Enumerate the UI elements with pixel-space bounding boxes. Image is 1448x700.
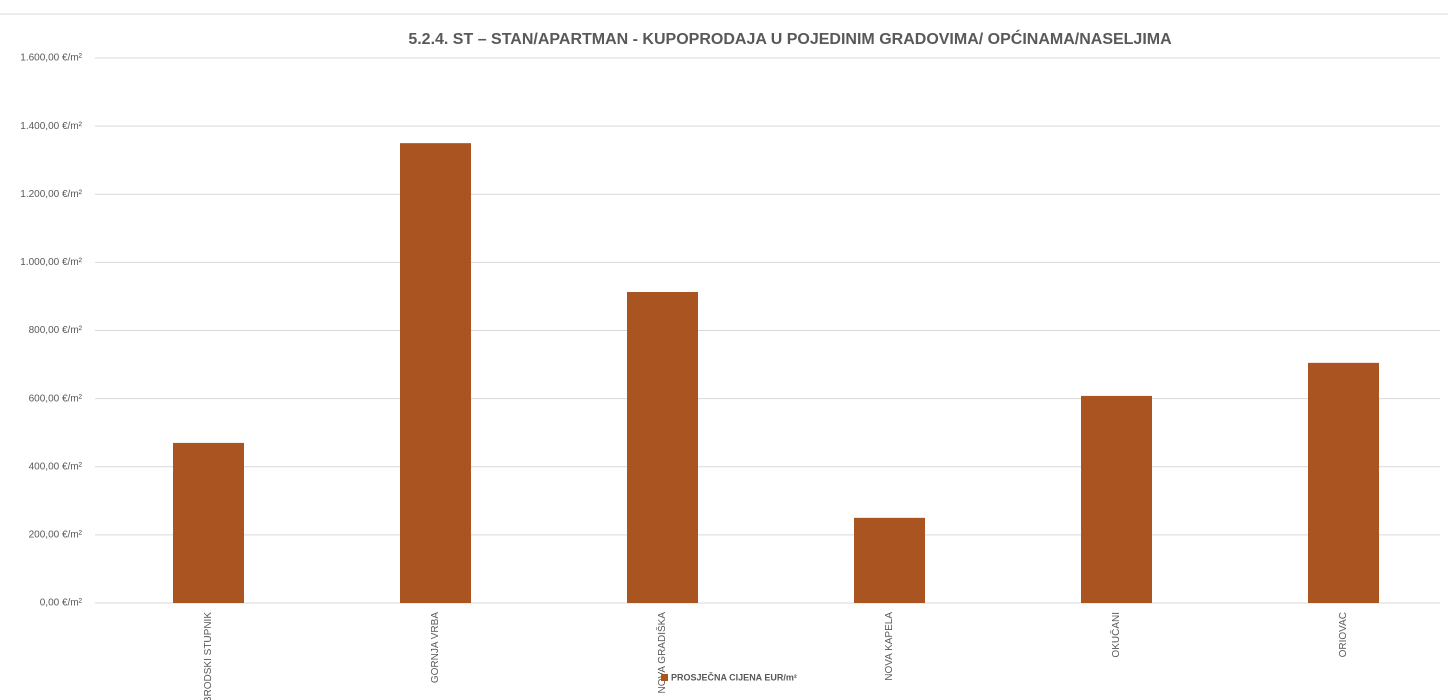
x-tick-label: GORNJA VRBA [430,612,441,683]
y-tick-label: 1.400,00 €/m² [20,121,82,132]
y-tick-label: 800,00 €/m² [29,325,83,336]
bar [627,292,698,603]
bar [1308,362,1379,603]
x-tick-label: OKUČANI [1109,612,1122,658]
legend-label: PROSJEČNA CIJENA EUR/m² [671,671,797,682]
legend-swatch [661,674,668,681]
y-tick-label: 1.200,00 €/m² [20,189,82,200]
bar [854,517,925,603]
y-tick-label: 0,00 €/m² [40,598,83,609]
y-tick-label: 400,00 €/m² [29,461,83,472]
x-tick-label: NOVA GRADIŠKA [655,612,668,694]
chart-title: 5.2.4. ST – STAN/APARTMAN - KUPOPRODAJA … [408,29,1172,48]
y-tick-label: 1.000,00 €/m² [20,257,82,268]
x-tick-label: BRODSKI STUPNIK [203,612,214,700]
bar [400,143,471,603]
y-tick-label: 600,00 €/m² [29,393,83,404]
y-tick-label: 200,00 €/m² [29,530,83,541]
x-tick-label: ORIOVAC [1338,612,1349,657]
y-tick-label: 1.600,00 €/m² [20,53,82,64]
bar [173,442,244,603]
x-tick-label: NOVA KAPELA [884,612,895,681]
bar [1081,395,1152,603]
